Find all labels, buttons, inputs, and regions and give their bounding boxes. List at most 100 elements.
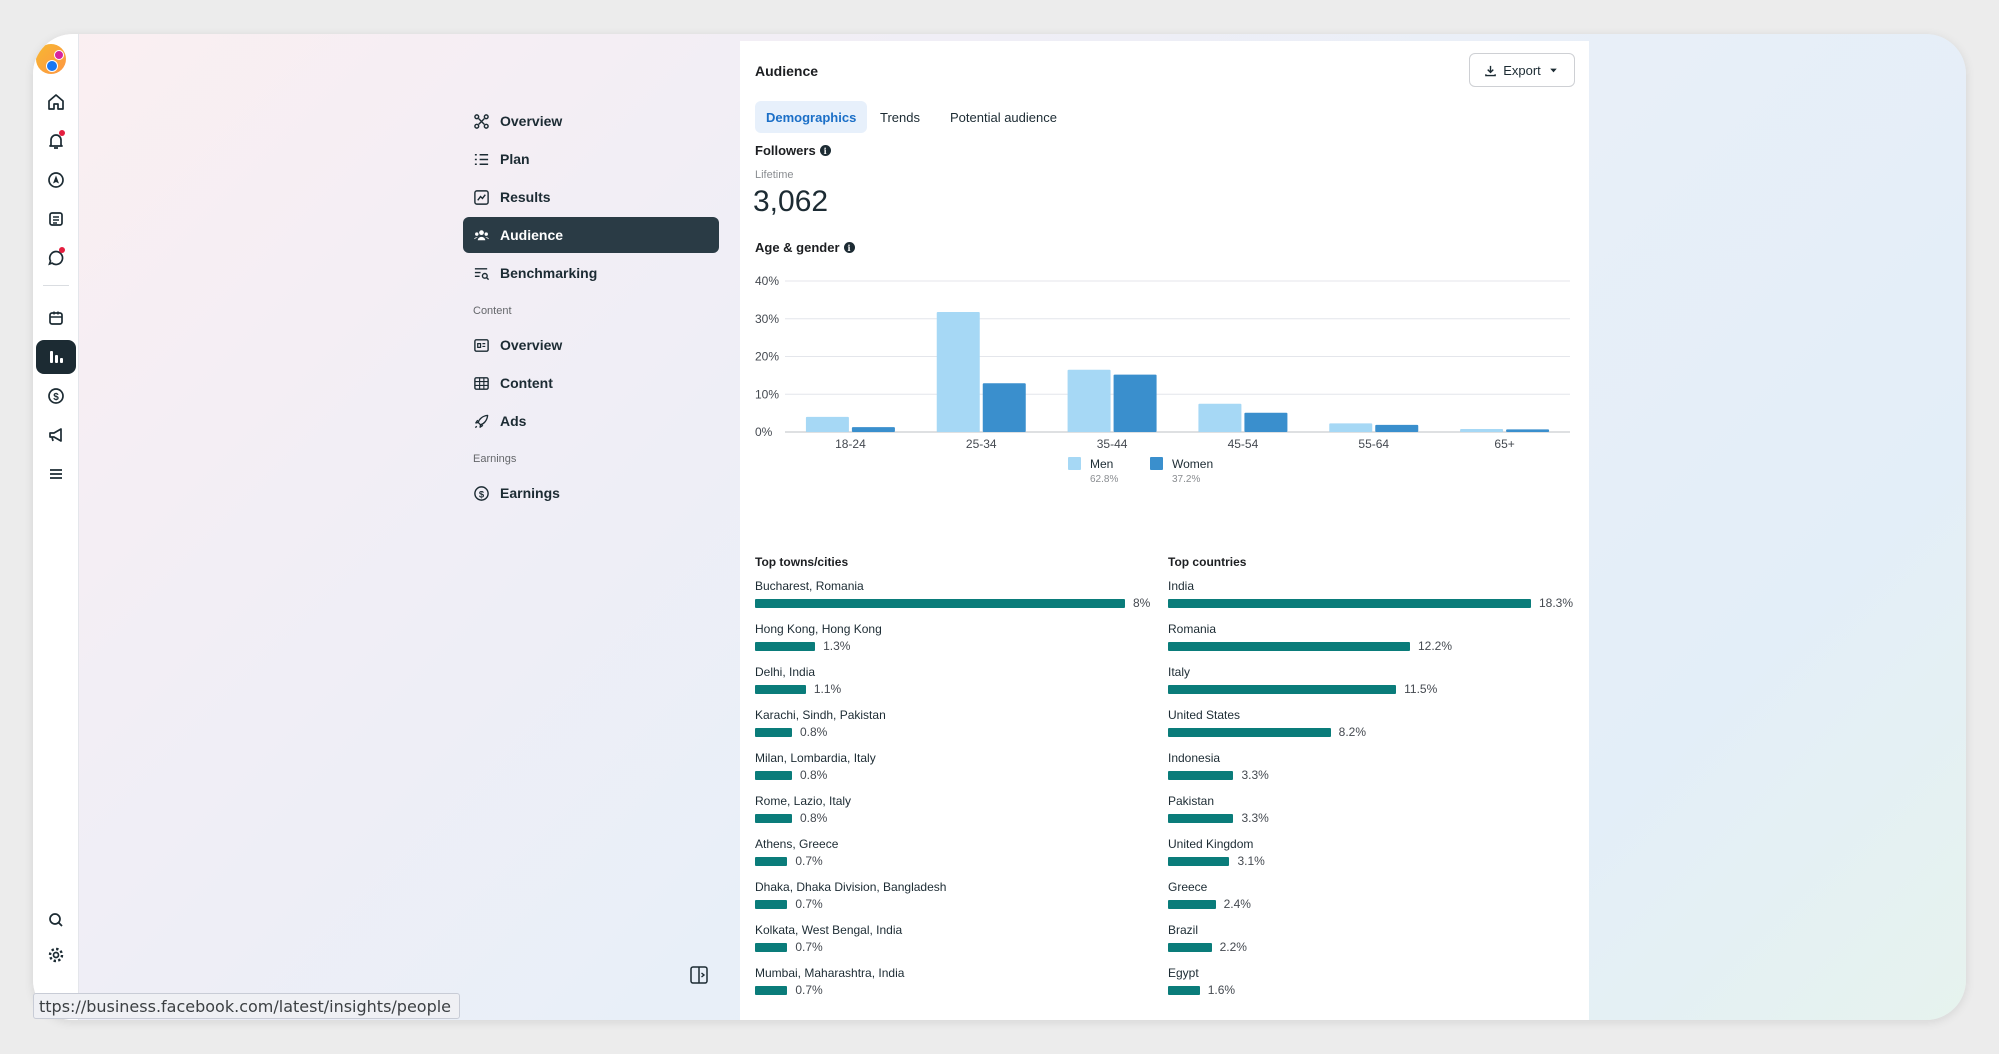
x-tick-label: 65+ [1494,437,1514,451]
bar-men-18-24 [805,416,849,432]
y-tick-label: 40% [755,274,779,288]
city-name: Hong Kong, Hong Kong [755,622,882,636]
city-bar-line: 8% [755,594,1150,612]
country-bar-line: 11.5% [1168,680,1437,698]
city-name: Dhaka, Dhaka Division, Bangladesh [755,880,947,894]
insights-icon[interactable] [36,340,76,374]
nav-item-label: Ads [500,413,527,429]
city-name: Karachi, Sindh, Pakistan [755,708,886,722]
audience-icon [473,229,490,240]
city-name: Milan, Lombardia, Italy [755,751,876,765]
country-bar [1168,770,1234,780]
country-row: Greece 2.4% [1168,880,1251,914]
pages-icon[interactable] [36,202,76,236]
city-row: Mumbai, Maharashtra, India 0.7% [755,966,904,1000]
bar-women-45-54 [1244,412,1288,432]
country-name: India [1168,579,1195,593]
nav-item-label: Audience [500,227,564,243]
country-bar [1168,684,1397,694]
city-percent: 0.7% [795,983,823,997]
nav-item-audience[interactable]: Audience [463,217,719,253]
rocket-icon [474,414,489,428]
search-icon[interactable] [36,903,76,937]
nav-item-earnings[interactable]: $ Earnings [463,475,719,511]
nav-item-results[interactable]: Results [463,179,719,215]
country-name: Pakistan [1168,794,1215,808]
city-row: Hong Kong, Hong Kong 1.3% [755,622,882,656]
country-bar [1168,813,1234,823]
city-row: Delhi, India 1.1% [755,665,841,699]
bar-women-35-44 [1113,374,1157,432]
age-gender-heading: Age & gender i [755,240,855,255]
city-row: Karachi, Sindh, Pakistan 0.8% [755,708,886,742]
rail-divider [43,285,69,286]
city-row: Rome, Lazio, Italy 0.8% [755,794,851,828]
country-row: United States 8.2% [1168,708,1366,742]
calendar-icon[interactable] [36,301,76,335]
bar-men-65+ [1460,428,1504,432]
monetization-icon[interactable]: $ [36,379,76,413]
menu-icon[interactable] [36,457,76,491]
country-bar-line: 18.3% [1168,594,1573,612]
bar-women-25-34 [982,383,1026,432]
city-percent: 1.3% [823,639,851,653]
country-percent: 3.3% [1241,768,1269,782]
messages-icon[interactable] [36,241,76,275]
messages-dot [59,247,65,253]
notification-dot [59,130,65,136]
country-bar [1168,727,1331,737]
page-title: Audience [755,63,819,79]
nav-item-plan[interactable]: Plan [463,141,719,177]
y-tick-label: 20% [755,350,779,364]
country-percent: 8.2% [1338,725,1366,739]
notifications-icon[interactable] [36,124,76,158]
followers-heading: Followers i [755,143,831,158]
city-percent: 0.7% [795,897,823,911]
tab-potential-audience[interactable]: Potential audience [950,109,1057,125]
country-percent: 12.2% [1418,639,1453,653]
ads-icon[interactable] [36,418,76,452]
download-icon [1485,65,1497,76]
bar-men-25-34 [936,311,980,432]
account-avatar[interactable] [36,44,66,74]
compass-icon[interactable] [36,163,76,197]
nav-item-label: Overview [500,113,563,129]
nav-item-ads[interactable]: Ads [463,403,719,439]
nav-item-content-overview[interactable]: Overview [463,327,719,363]
city-percent: 0.8% [800,768,828,782]
city-percent: 0.8% [800,811,828,825]
benchmarking-icon [474,267,490,280]
x-tick-label: 35-44 [1097,437,1128,451]
country-row: United Kingdom 3.1% [1168,837,1265,871]
city-bar-line: 0.7% [755,895,946,913]
tab-demographics[interactable]: Demographics [755,101,868,133]
city-bar [755,641,816,651]
nav-item-content[interactable]: Content [463,365,719,401]
dollar-icon: $ [474,485,489,501]
city-row: Athens, Greece 0.7% [755,837,838,871]
nav-item-benchmarking[interactable]: Benchmarking [463,255,719,291]
city-bar-line: 1.3% [755,637,882,655]
nav-item-overview[interactable]: Overview [463,103,719,139]
lifetime-label: Lifetime [755,169,794,181]
audience-panel: Audience Export Demographics Trends Pote… [740,41,1589,1020]
info-icon[interactable]: i [819,145,831,156]
city-name: Delhi, India [755,665,816,679]
settings-icon[interactable] [36,938,76,972]
instagram-badge-icon [54,50,64,60]
legend-label-men: Men [1090,457,1113,471]
icon-rail: $ [33,34,79,1020]
country-row: Italy 11.5% [1168,665,1437,699]
collapse-sidebar-icon[interactable] [688,964,710,986]
city-bar [755,942,788,952]
city-bar-line: 0.8% [755,766,876,784]
info-icon[interactable]: i [843,242,855,253]
tab-trends[interactable]: Trends [880,109,920,125]
legend-share-men: 62.8% [1090,474,1118,485]
country-name: Italy [1168,665,1191,679]
city-row: Dhaka, Dhaka Division, Bangladesh 0.7% [755,880,946,914]
city-bar [755,985,788,995]
country-row: Pakistan 3.3% [1168,794,1269,828]
home-icon[interactable] [36,85,76,119]
export-button[interactable]: Export [1469,53,1575,87]
